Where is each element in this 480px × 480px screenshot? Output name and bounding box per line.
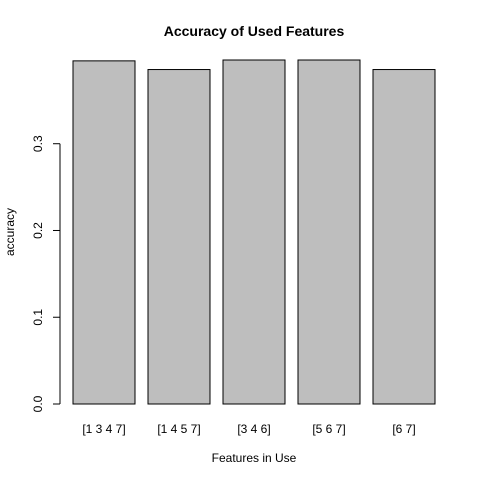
x-axis-label: Features in Use <box>212 451 297 465</box>
bar-3 <box>223 60 285 404</box>
y-axis-label: accuracy <box>3 208 17 256</box>
bar-5 <box>373 70 435 404</box>
y-tick-label: 0.3 <box>31 135 45 152</box>
chart-title: Accuracy of Used Features <box>164 23 345 39</box>
x-tick-label: [1 3 4 7] <box>82 422 125 436</box>
x-tick-labels: [1 3 4 7] [1 4 5 7] [3 4 6] [5 6 7] [6 7] <box>82 422 415 436</box>
bar-4 <box>298 60 360 404</box>
x-tick-label: [5 6 7] <box>312 422 345 436</box>
y-tick-label: 0.1 <box>31 309 45 326</box>
bar-1 <box>73 61 135 404</box>
x-tick-label: [3 4 6] <box>237 422 270 436</box>
bars-group <box>73 60 435 404</box>
y-tick-label: 0.2 <box>31 222 45 239</box>
y-tick-label: 0.0 <box>31 395 45 412</box>
x-tick-label: [6 7] <box>392 422 415 436</box>
bar-2 <box>148 70 210 404</box>
y-axis: 0.0 0.1 0.2 0.3 <box>31 135 60 412</box>
x-tick-label: [1 4 5 7] <box>157 422 200 436</box>
